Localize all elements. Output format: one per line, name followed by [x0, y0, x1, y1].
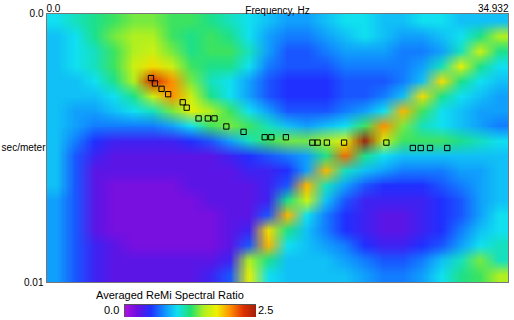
svg-text:sec/meter: sec/meter [2, 142, 47, 153]
svg-text:0.0: 0.0 [30, 8, 44, 19]
html-text:Averaged ReMi Spectral Ratio: Averaged ReMi Spectral Ratio [96, 289, 244, 301]
svg-text:34.932: 34.932 [478, 3, 509, 14]
svg-text:Frequency, Hz: Frequency, Hz [245, 5, 309, 16]
svg-text:0.01: 0.01 [24, 277, 44, 288]
svg-text:0.0: 0.0 [47, 3, 61, 14]
html-text:0.0: 0.0 [104, 304, 120, 316]
html-text:2.5: 2.5 [258, 304, 274, 316]
